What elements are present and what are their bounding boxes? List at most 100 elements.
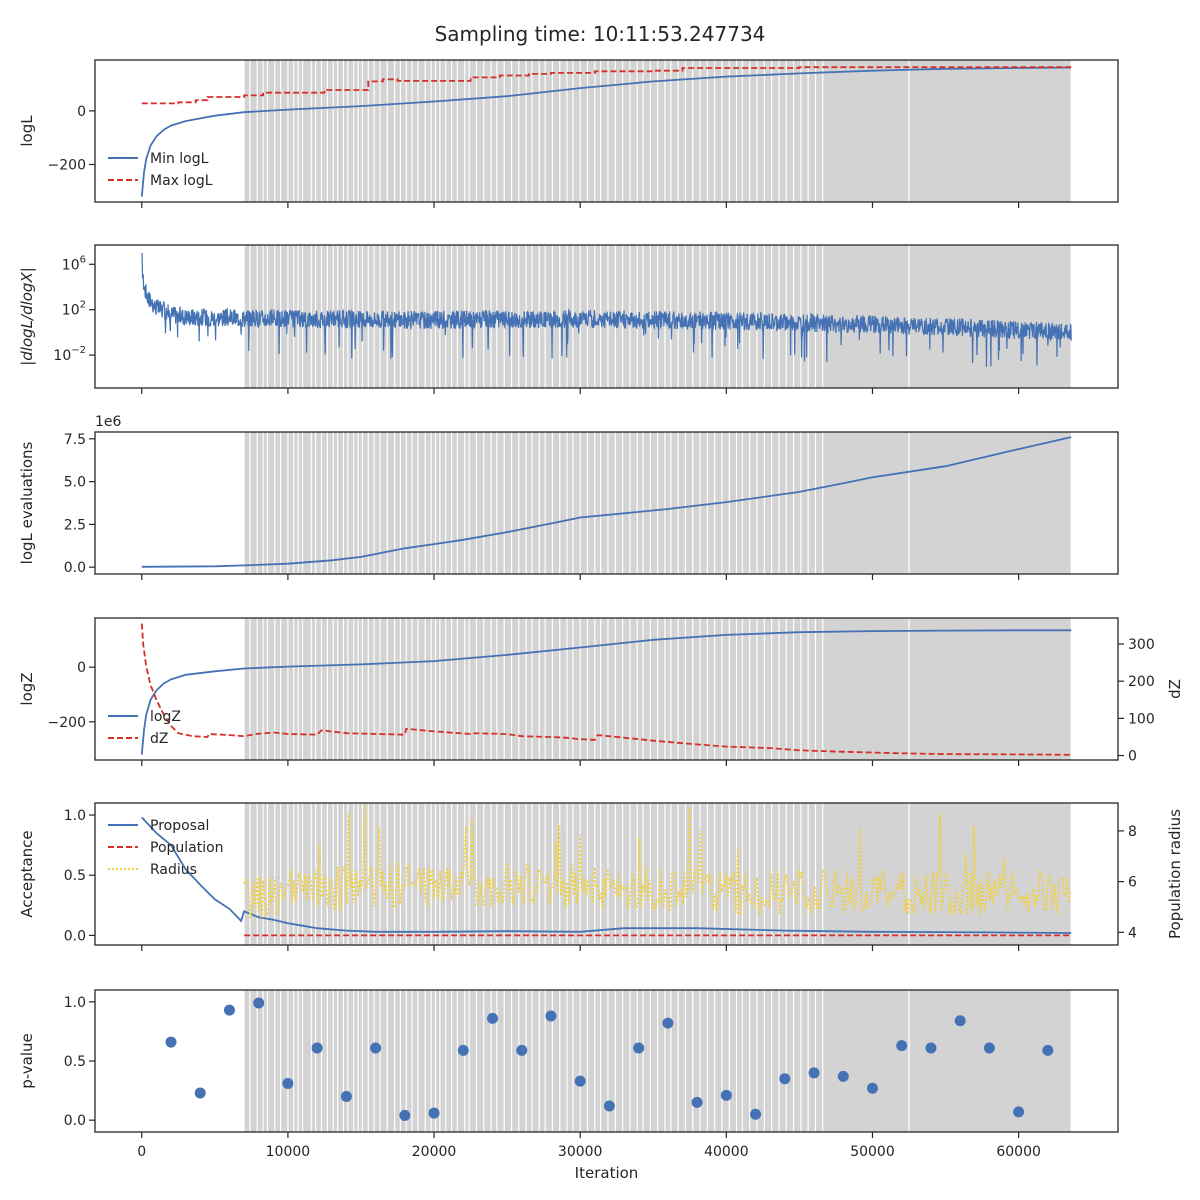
axis-offset-label: 1e6 [95,414,122,430]
data-point [750,1108,762,1120]
y-axis-label: logL evaluations [18,441,36,564]
plot-area [141,803,1072,945]
x-tick-label: 10000 [266,1144,311,1160]
data-point [691,1096,703,1108]
data-point [487,1012,499,1024]
y-tick-label: 0 [77,660,86,676]
data-point [662,1017,674,1029]
x-tick-label: 50000 [850,1144,895,1160]
y-right-tick-label: 300 [1128,637,1155,653]
data-point [340,1091,352,1102]
legend: Min logL Max logL [108,151,213,189]
y-axis-label: logL [18,115,36,147]
y-tick-label: 1.0 [64,995,86,1011]
x-tick-label: 20000 [412,1144,457,1160]
y-tick-label: −200 [48,157,86,173]
y-right-tick-label: 4 [1128,925,1137,941]
legend-label: logZ [150,709,181,725]
data-point [282,1077,294,1089]
panel-dlogl: 106 102 10−2 |dlogL/dlogX| [18,244,1119,394]
y-right-tick-label: 100 [1128,711,1155,727]
series-evals [141,436,1072,568]
x-tick-label: 0 [137,1144,146,1160]
data-point [925,1042,937,1054]
data-point [165,1036,177,1048]
y-tick-label: 106 [62,254,86,273]
y-tick-label: 0.5 [64,1054,86,1070]
data-point [779,1073,791,1085]
axes-frame [94,244,1119,389]
data-point [311,1042,323,1054]
legend-label: dZ [150,731,168,747]
axes-frame [94,431,1119,575]
x-tick-label: 30000 [558,1144,603,1160]
axes-frame [94,617,1119,761]
plot-area [165,990,1072,1132]
series-max-logl [141,66,1072,105]
data-point [399,1109,411,1121]
panel-logz: 0 −200 0 100 200 300 logZ dZ logZ dZ [18,617,1184,766]
y-right-tick-label: 200 [1128,674,1155,690]
y-tick-label: −200 [48,715,86,731]
legend-label: Radius [150,862,197,878]
y-right-axis-label: Population radius [1166,809,1184,939]
series-radius [243,803,1072,919]
panel-pvalue: 0.0 0.5 1.0 0 10000 20000 30000 40000 50000 60000… [18,989,1119,1182]
series-dlogl [141,252,1072,367]
y-axis-label: p-value [18,1033,36,1089]
y-right-tick-label: 6 [1128,875,1137,891]
y-tick-label: 1.0 [64,808,86,824]
data-point [223,1004,235,1016]
y-tick-label: 5.0 [64,475,86,491]
y-right-tick-label: 0 [1128,749,1137,765]
y-axis-label: |dlogL/dlogX| [18,267,36,366]
x-tick-label: 60000 [996,1144,1041,1160]
data-point [1042,1044,1054,1056]
y-tick-label: 0 [77,104,86,120]
data-point [457,1044,469,1056]
series-logz [140,629,1072,755]
data-point [866,1082,878,1094]
data-point [983,1042,995,1054]
data-point [808,1067,820,1079]
x-tick-label: 40000 [704,1144,749,1160]
panel-accept: 0.0 0.5 1.0 4 6 8 Acceptance Population radius P… [18,802,1184,951]
data-point [545,1010,557,1022]
y-tick-label: 102 [62,300,86,319]
data-point [603,1100,615,1112]
series-proposal [141,816,1072,934]
data-point [837,1070,849,1082]
x-axis-label: Iteration [575,1164,639,1182]
data-point [574,1075,586,1087]
data-point [896,1040,908,1052]
plot-area [140,60,1072,202]
y-tick-label: 0.0 [64,560,86,576]
legend: Proposal Population Radius [108,818,224,878]
plot-area [140,618,1072,760]
data-point [633,1042,645,1054]
y-axis-label: Acceptance [18,830,36,917]
plot-area [141,432,1072,574]
data-point [1013,1106,1025,1118]
y-axis-label: logZ [18,672,36,705]
legend-label: Proposal [150,818,209,834]
data-point [253,997,265,1009]
series-min-logl [140,66,1072,197]
series-dz [140,623,1072,756]
panel-logl: 0 −200 logL Min logL Max logL [18,59,1119,208]
panels: 0 −200 logL Min logL Max logL 106 102 10−2 |dlog… [18,59,1184,1182]
data-point [720,1089,732,1101]
panel-evals: 0.0 2.5 5.0 7.5 logL evaluations 1e6 [18,414,1119,580]
axes-frame [94,802,1119,946]
legend-label: Max logL [150,173,213,189]
y-tick-label: 0.5 [64,868,86,884]
y-tick-label: 10−2 [53,345,86,364]
axes-frame [94,59,1119,203]
figure-title: Sampling time: 10:11:53.247734 [435,22,766,46]
data-point [194,1087,206,1099]
y-tick-label: 2.5 [64,517,86,533]
plot-area [141,245,1072,388]
legend-label: Min logL [150,151,209,167]
legend: logZ dZ [108,709,181,747]
